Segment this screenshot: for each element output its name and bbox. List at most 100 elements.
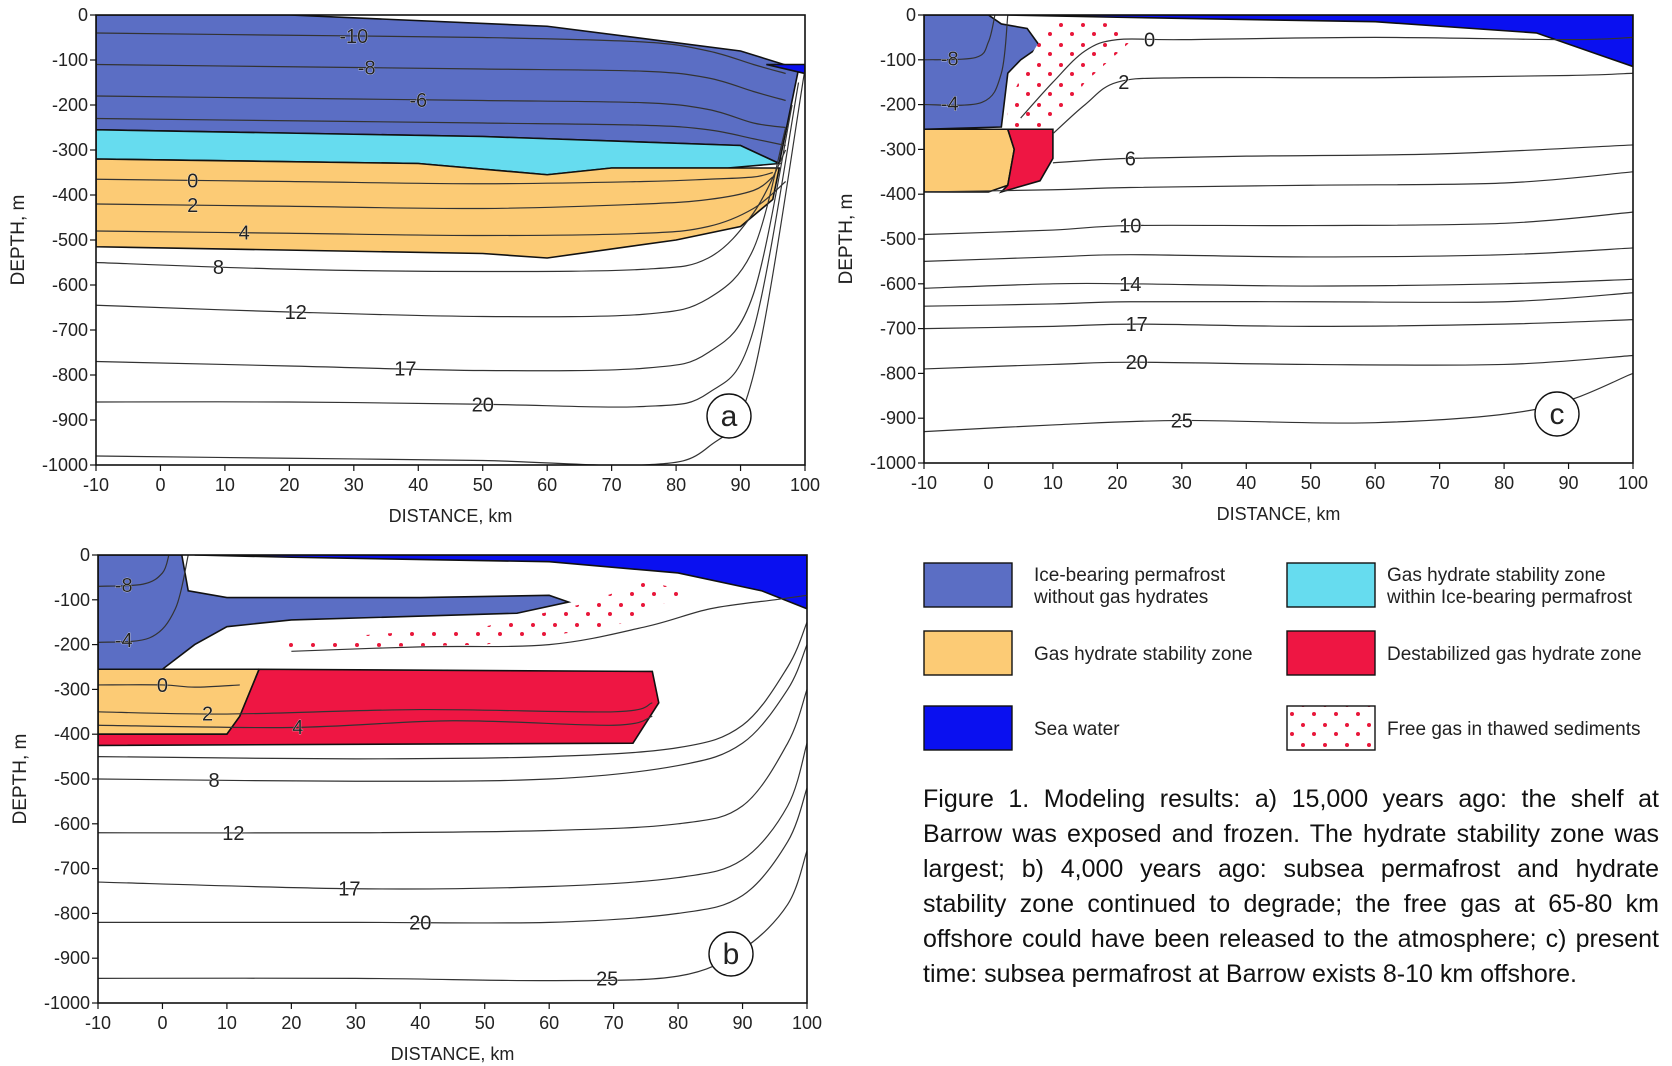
contour-label: -10: [339, 26, 368, 48]
y-tick-label: -100: [880, 50, 916, 70]
contour-label: -6: [409, 90, 427, 112]
y-tick-label: -100: [54, 590, 90, 610]
x-axis-label: DISTANCE, km: [391, 1044, 515, 1064]
y-tick-label: -200: [880, 95, 916, 115]
y-tick-label: -1000: [42, 455, 88, 475]
x-tick-label: 0: [155, 475, 165, 495]
y-tick-label: -200: [54, 635, 90, 655]
contour-label: 17: [338, 879, 360, 901]
contour-label: 2: [202, 704, 213, 726]
contour-label: 20: [1126, 352, 1148, 374]
x-tick-label: 80: [666, 475, 686, 495]
contour-label: 4: [292, 717, 303, 739]
contour-label: 25: [596, 969, 618, 991]
legend-swatch: [1287, 563, 1375, 607]
y-tick-label: 0: [78, 5, 88, 25]
x-tick-label: 50: [1301, 473, 1321, 493]
y-tick-label: -800: [880, 363, 916, 383]
x-tick-label: 70: [1430, 473, 1450, 493]
y-tick-label: -900: [54, 948, 90, 968]
contour-label: 17: [1126, 314, 1148, 336]
contour-label: 0: [187, 170, 198, 192]
x-tick-label: 30: [1172, 473, 1192, 493]
x-tick-label: 100: [792, 1013, 822, 1033]
x-tick-label: 20: [279, 475, 299, 495]
x-tick-label: 10: [215, 475, 235, 495]
x-tick-label: 10: [1043, 473, 1063, 493]
x-tick-label: 30: [346, 1013, 366, 1033]
x-tick-label: 80: [668, 1013, 688, 1033]
y-tick-label: -700: [52, 320, 88, 340]
legend-label: within Ice-bearing permafrost: [1386, 587, 1633, 608]
x-tick-label: 40: [408, 475, 428, 495]
x-tick-label: 60: [539, 1013, 559, 1033]
contour-label: 8: [208, 770, 219, 792]
panel-label: b: [723, 938, 740, 971]
x-tick-label: -10: [83, 475, 109, 495]
contour-label: 8: [213, 257, 224, 279]
y-tick-label: -400: [54, 724, 90, 744]
y-tick-label: -300: [880, 139, 916, 159]
legend-label: without gas hydrates: [1033, 587, 1208, 608]
plot-area: -8 -4 0 2 4 8 12 17 20 25: [98, 555, 807, 1003]
y-tick-label: -1000: [44, 993, 90, 1013]
contour-label: 6: [1125, 148, 1136, 170]
x-tick-label: 100: [790, 475, 820, 495]
x-tick-label: 40: [1236, 473, 1256, 493]
x-axis-label: DISTANCE, km: [389, 506, 513, 526]
contour-label: 2: [187, 195, 198, 217]
x-tick-label: 0: [983, 473, 993, 493]
x-tick-label: 50: [475, 1013, 495, 1033]
y-tick-label: -300: [54, 679, 90, 699]
x-tick-label: 70: [602, 475, 622, 495]
contour-label: -4: [115, 630, 133, 652]
y-tick-label: -800: [54, 903, 90, 923]
plot-area: -10-8-60248121720: [96, 15, 805, 466]
contour-label: -8: [941, 49, 959, 71]
contour-label: -4: [941, 94, 959, 116]
legend-label: Destabilized gas hydrate zone: [1387, 644, 1642, 665]
x-tick-label: -10: [911, 473, 937, 493]
y-tick-label: -600: [880, 274, 916, 294]
contour-label: -8: [358, 58, 376, 80]
contour-label: 25: [1171, 410, 1193, 432]
legend-swatch: [924, 706, 1012, 750]
contour-label: -8: [115, 575, 133, 597]
y-tick-label: -800: [52, 365, 88, 385]
x-tick-label: 30: [344, 475, 364, 495]
x-tick-label: 80: [1494, 473, 1514, 493]
x-tick-label: 0: [157, 1013, 167, 1033]
x-tick-label: 60: [537, 475, 557, 495]
contour-label: 14: [1119, 274, 1141, 296]
y-tick-label: -400: [52, 185, 88, 205]
x-tick-label: -10: [85, 1013, 111, 1033]
contour-label: 17: [394, 359, 416, 381]
y-tick-label: -600: [52, 275, 88, 295]
page: -10-8-60248121720-1001020304050607080901…: [0, 0, 1672, 1066]
legend-swatch: [924, 563, 1012, 607]
contour-label: 2: [1118, 72, 1129, 94]
x-tick-label: 10: [217, 1013, 237, 1033]
panel: -8-40261014172025-1001020304050607080901…: [836, 5, 1648, 524]
contour-label: 0: [157, 675, 168, 697]
legend-label: Free gas in thawed sediments: [1387, 719, 1640, 740]
y-tick-label: -300: [52, 140, 88, 160]
contour-label: 12: [222, 823, 244, 845]
contour-label: 4: [239, 223, 250, 245]
legend-swatch: [1287, 631, 1375, 675]
y-axis-label: DEPTH, m: [10, 734, 31, 825]
contour-label: 20: [409, 912, 431, 934]
x-tick-label: 90: [731, 475, 751, 495]
legend-label: Ice-bearing permafrost: [1034, 565, 1226, 586]
y-tick-label: -600: [54, 814, 90, 834]
y-tick-label: -500: [54, 769, 90, 789]
y-tick-label: -700: [54, 859, 90, 879]
panel-label: c: [1550, 398, 1565, 431]
x-tick-label: 50: [473, 475, 493, 495]
y-tick-label: -400: [880, 184, 916, 204]
x-axis-label: DISTANCE, km: [1217, 504, 1341, 524]
y-axis-label: DEPTH, m: [8, 195, 29, 286]
y-tick-label: -900: [880, 408, 916, 428]
